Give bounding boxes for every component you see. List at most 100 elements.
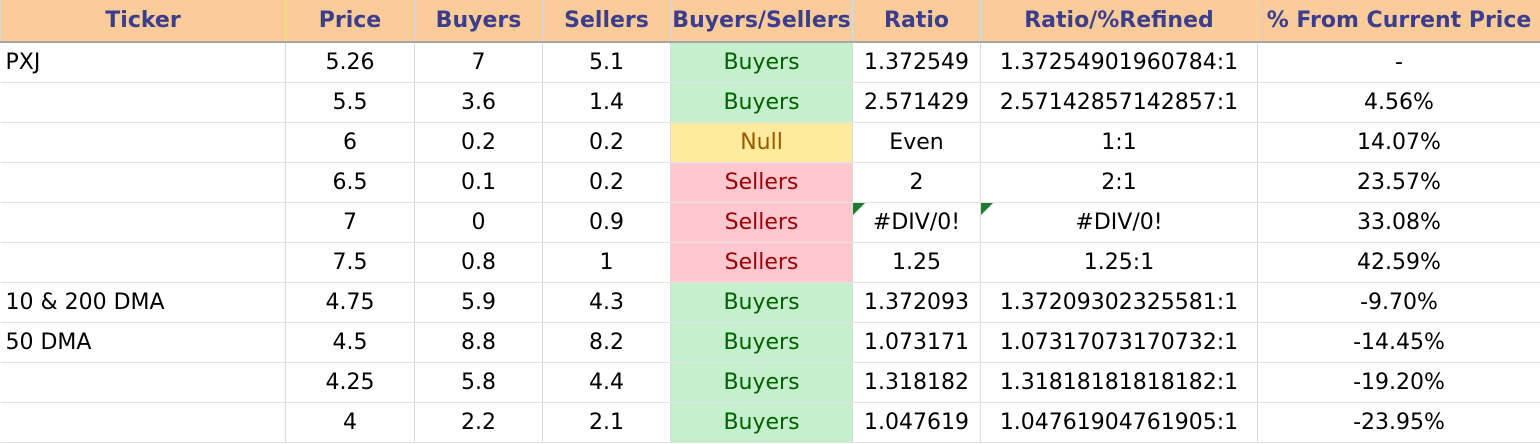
cell-ratio-refined[interactable]: 1.25:1 <box>980 242 1258 283</box>
cell-buyers[interactable]: 2.2 <box>414 402 543 443</box>
cell-ticker[interactable] <box>0 242 286 283</box>
header-buyers[interactable]: Buyers <box>414 0 543 43</box>
cell-sellers[interactable]: 0.9 <box>542 202 671 243</box>
cell-buyers-sellers-value: Buyers <box>723 330 800 355</box>
cell-ratio-refined[interactable]: 1.07317073170732:1 <box>980 322 1258 363</box>
header-price[interactable]: Price <box>285 0 415 43</box>
cell-ratio[interactable]: 1.073171 <box>852 322 981 363</box>
cell-pct-from-price[interactable]: 14.07% <box>1257 122 1540 163</box>
cell-ticker[interactable] <box>0 362 286 403</box>
cell-price[interactable]: 6.5 <box>285 162 415 203</box>
cell-sellers[interactable]: 5.1 <box>542 42 671 83</box>
cell-buyers-value: 2.2 <box>461 410 496 435</box>
header-pct-from-price[interactable]: % From Current Price <box>1257 0 1540 43</box>
cell-price-value: 4.75 <box>325 290 375 315</box>
cell-price[interactable]: 4.25 <box>285 362 415 403</box>
cell-buyers[interactable]: 0.8 <box>414 242 543 283</box>
cell-ratio[interactable]: 2 <box>852 162 981 203</box>
cell-buyers-sellers[interactable]: Sellers <box>670 242 853 283</box>
cell-ticker[interactable]: PXJ <box>0 42 286 83</box>
cell-ratio[interactable]: 2.571429 <box>852 82 981 123</box>
cell-pct-from-price[interactable]: 42.59% <box>1257 242 1540 283</box>
cell-buyers[interactable]: 0 <box>414 202 543 243</box>
cell-buyers-sellers[interactable]: Buyers <box>670 322 853 363</box>
cell-ratio-refined[interactable]: 2.57142857142857:1 <box>980 82 1258 123</box>
cell-sellers[interactable]: 2.1 <box>542 402 671 443</box>
cell-buyers-sellers[interactable]: Buyers <box>670 42 853 83</box>
cell-price[interactable]: 4.5 <box>285 322 415 363</box>
cell-ratio[interactable]: #DIV/0! <box>852 202 981 243</box>
cell-pct-from-price[interactable]: -19.20% <box>1257 362 1540 403</box>
cell-ratio-refined[interactable]: 1.04761904761905:1 <box>980 402 1258 443</box>
error-indicator-icon[interactable] <box>853 203 865 215</box>
cell-buyers[interactable]: 8.8 <box>414 322 543 363</box>
cell-pct-from-price-value: 14.07% <box>1357 130 1441 155</box>
cell-ratio-refined[interactable]: #DIV/0! <box>980 202 1258 243</box>
cell-buyers-sellers[interactable]: Buyers <box>670 402 853 443</box>
cell-ratio[interactable]: 1.047619 <box>852 402 981 443</box>
cell-price[interactable]: 5.26 <box>285 42 415 83</box>
cell-buyers[interactable]: 5.9 <box>414 282 543 323</box>
cell-pct-from-price[interactable]: -23.95% <box>1257 402 1540 443</box>
cell-ratio-refined[interactable]: 1.31818181818182:1 <box>980 362 1258 403</box>
cell-price[interactable]: 6 <box>285 122 415 163</box>
cell-pct-from-price-value: -14.45% <box>1353 330 1445 355</box>
cell-sellers[interactable]: 4.3 <box>542 282 671 323</box>
header-sellers[interactable]: Sellers <box>542 0 671 43</box>
cell-pct-from-price[interactable]: - <box>1257 42 1540 83</box>
cell-buyers-sellers[interactable]: Buyers <box>670 82 853 123</box>
cell-ratio-refined[interactable]: 1:1 <box>980 122 1258 163</box>
error-indicator-icon[interactable] <box>981 203 993 215</box>
cell-pct-from-price[interactable]: -14.45% <box>1257 322 1540 363</box>
header-ratio[interactable]: Ratio <box>852 0 981 43</box>
cell-buyers-sellers[interactable]: Sellers <box>670 162 853 203</box>
cell-ticker[interactable]: 10 & 200 DMA <box>0 282 286 323</box>
header-buyers-sellers[interactable]: Buyers/Sellers <box>670 0 853 43</box>
cell-pct-from-price-value: -23.95% <box>1353 410 1445 435</box>
cell-price[interactable]: 4 <box>285 402 415 443</box>
cell-ticker[interactable] <box>0 82 286 123</box>
cell-sellers[interactable]: 8.2 <box>542 322 671 363</box>
cell-price[interactable]: 7.5 <box>285 242 415 283</box>
cell-pct-from-price[interactable]: 4.56% <box>1257 82 1540 123</box>
cell-ratio[interactable]: 1.25 <box>852 242 981 283</box>
cell-pct-from-price[interactable]: -9.70% <box>1257 282 1540 323</box>
cell-buyers-sellers[interactable]: Null <box>670 122 853 163</box>
cell-ratio[interactable]: 1.372549 <box>852 42 981 83</box>
cell-ratio-value: 2 <box>909 170 924 195</box>
cell-buyers-value: 5.8 <box>461 370 496 395</box>
cell-ratio-refined[interactable]: 1.37254901960784:1 <box>980 42 1258 83</box>
cell-buyers-sellers[interactable]: Buyers <box>670 282 853 323</box>
cell-buyers-sellers-value: Sellers <box>724 250 799 275</box>
cell-ticker[interactable] <box>0 122 286 163</box>
cell-buyers-sellers[interactable]: Sellers <box>670 202 853 243</box>
cell-buyers-sellers[interactable]: Buyers <box>670 362 853 403</box>
cell-sellers[interactable]: 1.4 <box>542 82 671 123</box>
cell-buyers[interactable]: 0.1 <box>414 162 543 203</box>
cell-buyers[interactable]: 3.6 <box>414 82 543 123</box>
cell-ratio-refined[interactable]: 1.37209302325581:1 <box>980 282 1258 323</box>
cell-ticker[interactable] <box>0 162 286 203</box>
cell-sellers[interactable]: 0.2 <box>542 122 671 163</box>
cell-sellers[interactable]: 4.4 <box>542 362 671 403</box>
cell-buyers[interactable]: 7 <box>414 42 543 83</box>
table-row: PXJ 5.26 7 5.1 Buyers 1.372549 1.3725490196078… <box>0 42 1540 83</box>
cell-ratio[interactable]: 1.318182 <box>852 362 981 403</box>
cell-ratio[interactable]: Even <box>852 122 981 163</box>
cell-buyers[interactable]: 5.8 <box>414 362 543 403</box>
header-ticker[interactable]: Ticker <box>0 0 286 43</box>
cell-ticker[interactable] <box>0 402 286 443</box>
cell-price[interactable]: 5.5 <box>285 82 415 123</box>
cell-pct-from-price[interactable]: 23.57% <box>1257 162 1540 203</box>
cell-sellers[interactable]: 0.2 <box>542 162 671 203</box>
cell-ticker[interactable]: 50 DMA <box>0 322 286 363</box>
cell-sellers[interactable]: 1 <box>542 242 671 283</box>
cell-ticker[interactable] <box>0 202 286 243</box>
cell-ratio[interactable]: 1.372093 <box>852 282 981 323</box>
cell-price[interactable]: 4.75 <box>285 282 415 323</box>
cell-price[interactable]: 7 <box>285 202 415 243</box>
header-ratio-refined[interactable]: Ratio/%Refined <box>980 0 1258 43</box>
cell-buyers[interactable]: 0.2 <box>414 122 543 163</box>
cell-ratio-refined[interactable]: 2:1 <box>980 162 1258 203</box>
cell-pct-from-price[interactable]: 33.08% <box>1257 202 1540 243</box>
